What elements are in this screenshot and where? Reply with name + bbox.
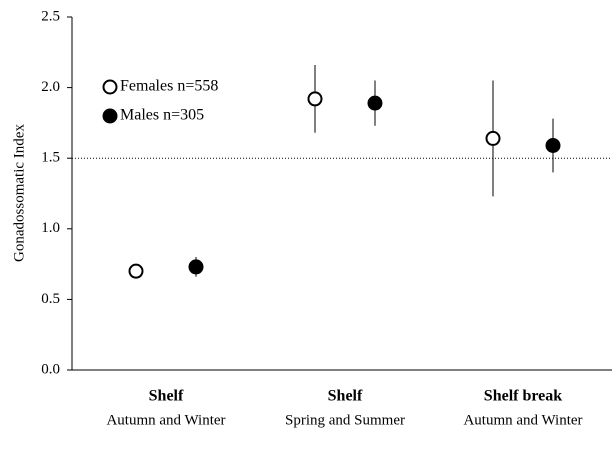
x-tick-label: Shelf [149,388,184,405]
y-tick-label: 2.0 [41,79,60,95]
x-tick-label: Shelf break [484,388,562,405]
y-tick-label: 1.0 [41,220,60,236]
x-tick-sublabel: Autumn and Winter [463,412,582,428]
point [128,263,144,279]
x-tick-sublabel: Autumn and Winter [106,412,225,428]
legend-marker [102,108,118,124]
y-axis-label: Gonadossomatic Index [11,124,27,262]
x-tick-label: Shelf [328,388,363,405]
point [545,137,561,153]
point [367,95,383,111]
legend-marker [102,79,118,95]
legend-label: Males n=305 [120,107,204,124]
legend-label: Females n=558 [120,78,218,95]
y-tick-label: 0.5 [41,291,60,307]
x-tick-sublabel: Spring and Summer [285,412,405,428]
point [485,130,501,146]
y-tick-label: 2.5 [41,8,60,24]
y-tick-label: 0.0 [41,361,60,377]
point [307,91,323,107]
y-tick-label: 1.5 [41,150,60,166]
point [188,259,204,275]
